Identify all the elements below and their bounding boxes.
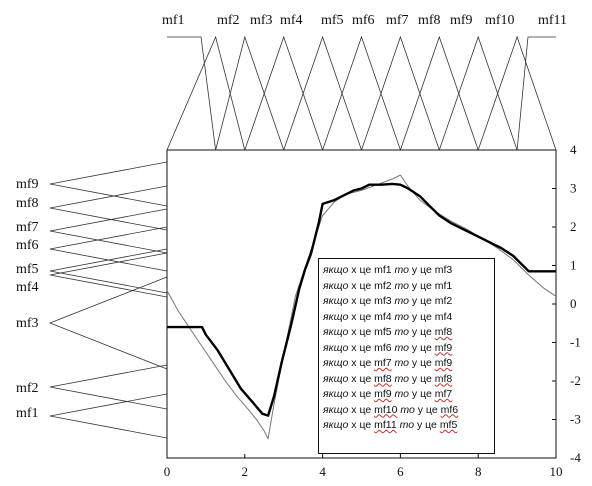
y-tick-label: 2: [570, 219, 577, 234]
input-mf-8: [400, 35, 479, 151]
output-mf-mf4: [49, 252, 168, 298]
input-mf-4: [244, 35, 323, 151]
input-mf-label: mf10: [485, 13, 515, 28]
output-mf-label: mf9: [16, 177, 39, 192]
rule-line: якщо х це mf6 то у це mf9: [323, 341, 453, 354]
output-mf-label: mf1: [16, 406, 39, 421]
output-mf-label: mf3: [16, 316, 39, 331]
rule-line: якщо х це mf8 то у це mf8: [323, 372, 453, 385]
chart-series: [166, 174, 557, 440]
y-tick-label: 4: [570, 142, 577, 157]
input-mf-7: [361, 35, 440, 151]
y-tick-label: -1: [570, 335, 581, 350]
output-mf-mf1: [49, 393, 168, 439]
input-mf-labels: mf1 mf2 mf3 mf4 mf5 mf6 mf7 mf8 mf9 mf10 mf11: [162, 13, 567, 28]
input-mf-6: [322, 35, 401, 151]
input-mf-1: [167, 36, 217, 151]
input-mf-label: mf1: [162, 13, 185, 28]
input-mf-label: mf4: [280, 13, 303, 28]
x-tick-label: 8: [475, 464, 482, 479]
rule-line: якщо х це mf1 то у це mf3: [323, 264, 453, 276]
rule-line: якщо х це mf9 то у це mf7: [323, 388, 453, 400]
y-tick-label: 0: [570, 296, 577, 311]
input-mf-3: [215, 35, 285, 151]
rules-legend: якщо х це mf1 то у це mf3 якщо х це mf2 т…: [318, 258, 495, 454]
output-mf-mf9: [49, 161, 168, 207]
y-tick-label: 3: [570, 181, 577, 196]
y-tick-label: -3: [570, 412, 581, 427]
input-mf-label: mf9: [450, 13, 473, 28]
input-mf-2: [166, 35, 246, 151]
input-mf-label: mf5: [321, 13, 344, 28]
rule-line: якщо х це mf3 то у це mf2: [323, 295, 453, 307]
output-mf-label: mf5: [16, 262, 39, 277]
output-mf-mf2: [49, 364, 168, 410]
output-mf-label: mf6: [16, 238, 39, 253]
rule-line: якщо х це mf2 то у це mf1: [323, 279, 453, 292]
rule-line: якщо х це mf7 то у це mf9: [323, 357, 453, 369]
output-mf-mf5: [49, 248, 168, 294]
output-mf-mf7: [49, 208, 168, 254]
input-mf-label: mf8: [418, 13, 441, 28]
x-tick-label: 6: [397, 464, 404, 479]
rule-line: якщо х це mf4 то у це mf4: [323, 310, 453, 323]
rule-line: якщо х це mf5 то у це mf8: [323, 326, 453, 338]
rule-line: якщо х це mf11 то у це mf5: [323, 419, 458, 431]
input-mf-label: mf7: [386, 13, 409, 28]
y-tick-label: -4: [570, 450, 581, 465]
output-mf-mf8: [49, 185, 168, 231]
output-mf-mf3: [48, 276, 168, 370]
output-membership-functions: [48, 161, 168, 439]
x-tick-label: 0: [164, 464, 171, 479]
x-tick-label: 2: [242, 464, 249, 479]
input-mf-10: [477, 35, 557, 151]
input-mf-label: mf6: [352, 13, 375, 28]
x-tick-label: 10: [550, 464, 563, 479]
input-mf-11: [516, 36, 556, 151]
input-mf-9: [438, 35, 518, 151]
output-mf-label: mf4: [16, 280, 39, 295]
input-membership-functions: [166, 35, 557, 151]
y-tick-label: -2: [570, 373, 581, 388]
fuzzy-output-line: [167, 182, 556, 417]
output-mf-labels: mf9 mf8 mf7 mf6 mf5 mf4 mf3 mf2 mf1: [16, 177, 39, 421]
x-tick-label: 4: [319, 464, 326, 479]
input-mf-label: mf3: [250, 13, 273, 28]
y-tick-label: 1: [570, 258, 577, 273]
output-mf-mf6: [49, 226, 168, 272]
rule-line: якщо х це mf10 то у це mf6: [323, 403, 459, 416]
input-mf-5: [283, 35, 362, 151]
output-mf-label: mf7: [16, 220, 39, 235]
output-mf-label: mf2: [16, 381, 39, 396]
output-mf-label: mf8: [16, 196, 39, 211]
input-mf-label: mf11: [538, 13, 567, 28]
input-mf-label: mf2: [217, 13, 240, 28]
